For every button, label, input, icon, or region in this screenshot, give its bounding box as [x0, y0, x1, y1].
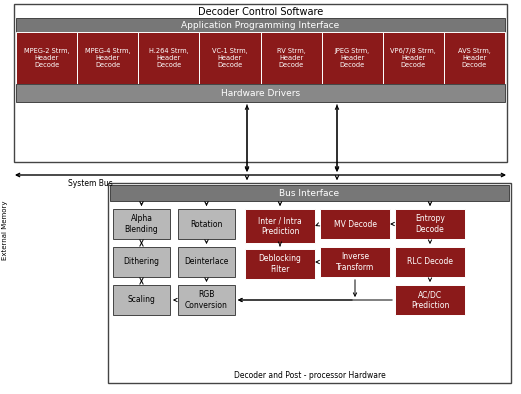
Bar [245, 249, 315, 279]
Bar [395, 247, 465, 277]
Bar [178, 247, 235, 277]
Bar [260, 32, 321, 84]
Text: External Memory: External Memory [2, 200, 8, 260]
Text: Inverse
Transform: Inverse Transform [336, 252, 374, 272]
Text: RGB
Conversion: RGB Conversion [185, 290, 228, 310]
Bar [16, 84, 505, 102]
Bar [245, 209, 315, 243]
Text: H.264 Strm,
Header
Decode: H.264 Strm, Header Decode [149, 48, 189, 68]
Text: VC-1 Strm,
Header
Decode: VC-1 Strm, Header Decode [212, 48, 248, 68]
Text: System Bus: System Bus [68, 178, 113, 188]
Text: Deinterlace: Deinterlace [184, 258, 229, 266]
Bar [16, 32, 77, 84]
Text: RLC Decode: RLC Decode [407, 258, 453, 266]
Text: AC/DC
Prediction: AC/DC Prediction [411, 290, 449, 310]
Text: VP6/7/8 Strm,
Header
Decode: VP6/7/8 Strm, Header Decode [390, 48, 436, 68]
Bar [113, 209, 170, 239]
Text: MPEG-2 Strm,
Header
Decode: MPEG-2 Strm, Header Decode [24, 48, 69, 68]
Bar [395, 285, 465, 315]
Text: JPEG Strm,
Header
Decode: JPEG Strm, Header Decode [334, 48, 370, 68]
Bar [110, 185, 509, 201]
Bar [320, 209, 390, 239]
Text: Decoder Control Software: Decoder Control Software [198, 7, 323, 17]
Text: MPEG-4 Strm,
Header
Decode: MPEG-4 Strm, Header Decode [85, 48, 130, 68]
Text: Rotation: Rotation [190, 219, 222, 229]
Bar [77, 32, 138, 84]
Text: AVS Strm,
Header
Decode: AVS Strm, Header Decode [458, 48, 491, 68]
Bar [108, 183, 511, 383]
Text: Deblocking
Filter: Deblocking Filter [258, 254, 302, 274]
Bar [395, 209, 465, 239]
Bar [113, 285, 170, 315]
Bar [14, 4, 507, 162]
Text: RV Strm,
Header
Decode: RV Strm, Header Decode [277, 48, 305, 68]
Bar [321, 32, 383, 84]
Bar [113, 247, 170, 277]
Bar [138, 32, 200, 84]
Text: MV Decode: MV Decode [333, 219, 377, 229]
Bar [200, 32, 260, 84]
Text: Alpha
Blending: Alpha Blending [125, 214, 158, 234]
Bar [383, 32, 444, 84]
Bar [16, 18, 505, 32]
Text: Hardware Drivers: Hardware Drivers [221, 89, 300, 97]
Text: Entropy
Decode: Entropy Decode [415, 214, 445, 234]
Text: Decoder and Post - processor Hardware: Decoder and Post - processor Hardware [233, 372, 386, 381]
Text: Dithering: Dithering [123, 258, 159, 266]
Text: Bus Interface: Bus Interface [279, 188, 340, 197]
Bar [178, 285, 235, 315]
Text: Application Programming Interface: Application Programming Interface [181, 20, 340, 30]
Bar [178, 209, 235, 239]
Bar [444, 32, 505, 84]
Text: Inter / Intra
Prediction: Inter / Intra Prediction [258, 216, 302, 236]
Text: Scaling: Scaling [128, 296, 155, 305]
Bar [320, 247, 390, 277]
